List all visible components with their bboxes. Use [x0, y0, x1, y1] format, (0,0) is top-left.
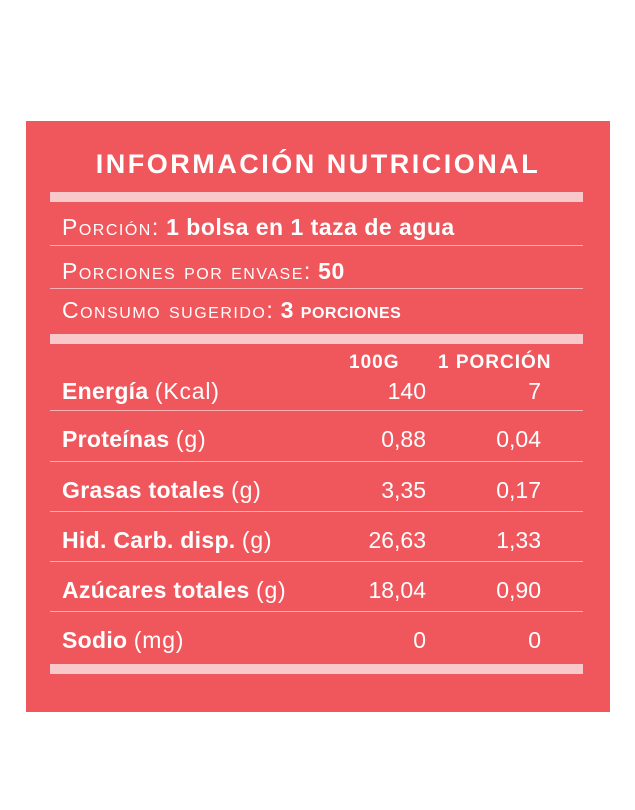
nutrition-title: INFORMACIÓN NUTRICIONAL [95, 149, 541, 179]
nutrient-unit: (Kcal) [154, 378, 220, 404]
middle-divider-bar [50, 334, 583, 344]
nutrient-row-label: Azúcares totales (g) [62, 575, 287, 605]
nutrient-name: Proteínas [62, 426, 170, 452]
row-divider [50, 410, 583, 411]
nutrient-value-serving: 0,17 [496, 477, 541, 503]
suggested-consumption-value: 3 porciones [280, 297, 402, 323]
nutrient-value-100g: 3,35 [381, 477, 426, 503]
suggested-consumption-label: Consumo sugerido: [62, 297, 275, 323]
nutrient-unit: (g) [256, 577, 287, 603]
nutrient-value-serving: 0,04 [496, 426, 541, 452]
nutrient-row-label: Energía (Kcal) [62, 376, 220, 406]
column-header-per-serving: 1 PORCIÓN [438, 352, 552, 373]
nutrient-value-serving: 0,90 [496, 577, 541, 603]
nutrient-value-100g: 26,63 [368, 527, 426, 553]
nutrient-name: Azúcares totales [62, 577, 250, 603]
nutrition-facts-panel: INFORMACIÓN NUTRICIONAL Porción: 1 bolsa… [26, 121, 610, 712]
suggested-consumption-line: Consumo sugerido: 3 porciones [62, 295, 401, 325]
nutrient-value-100g: 0,88 [381, 426, 426, 452]
nutrient-value-serving: 1,33 [496, 527, 541, 553]
nutrient-row-label: Hid. Carb. disp. (g) [62, 525, 272, 555]
nutrient-name: Grasas totales [62, 477, 225, 503]
nutrient-value-100g: 18,04 [368, 577, 426, 603]
row-divider [50, 461, 583, 462]
nutrient-value-serving: 7 [528, 378, 541, 404]
servings-per-container-value: 50 [318, 258, 345, 284]
serving-size-line: Porción: 1 bolsa en 1 taza de agua [62, 212, 455, 242]
nutrient-row-label: Grasas totales (g) [62, 475, 262, 505]
nutrient-row-label: Proteínas (g) [62, 424, 206, 454]
serving-size-label: Porción: [62, 214, 160, 240]
row-divider [50, 511, 583, 512]
nutrient-value-serving: 0 [528, 627, 541, 653]
nutrient-row-label: Sodio (mg) [62, 625, 184, 655]
nutrient-unit: (mg) [133, 627, 185, 653]
nutrient-value-100g: 0 [413, 627, 426, 653]
nutrient-unit: (g) [241, 527, 273, 553]
nutrient-unit: (g) [175, 426, 207, 452]
nutrient-value-100g: 140 [387, 378, 426, 404]
row-divider [50, 611, 583, 612]
nutrient-name: Energía [62, 378, 149, 404]
top-divider-bar [50, 192, 583, 202]
nutrient-name: Sodio [62, 627, 128, 653]
serving-divider [50, 245, 583, 246]
serving-divider [50, 288, 583, 289]
column-header-100g: 100G [349, 352, 400, 373]
servings-per-container-line: Porciones por envase: 50 [62, 256, 345, 286]
nutrient-name: Hid. Carb. disp. [62, 527, 236, 553]
bottom-divider-bar [50, 664, 583, 674]
serving-size-value: 1 bolsa en 1 taza de agua [166, 214, 455, 240]
nutrient-unit: (g) [231, 477, 262, 503]
servings-per-container-label: Porciones por envase: [62, 258, 312, 284]
row-divider [50, 561, 583, 562]
